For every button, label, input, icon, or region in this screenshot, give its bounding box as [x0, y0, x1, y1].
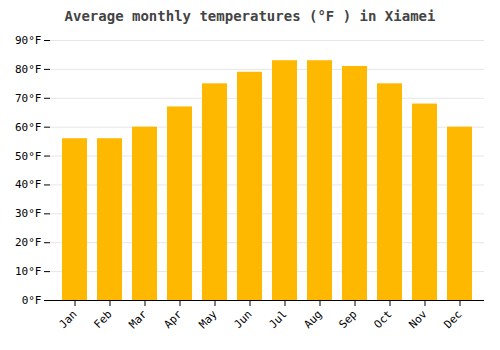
svg-text:40°F: 40°F: [15, 178, 42, 191]
svg-text:May: May: [196, 307, 220, 331]
svg-text:Jun: Jun: [231, 308, 254, 331]
svg-text:Oct: Oct: [371, 308, 394, 331]
svg-text:Feb: Feb: [91, 308, 114, 331]
svg-text:Jan: Jan: [56, 308, 79, 331]
svg-text:Jul: Jul: [266, 308, 289, 331]
svg-text:20°F: 20°F: [15, 236, 42, 249]
svg-text:Nov: Nov: [406, 307, 430, 331]
svg-text:80°F: 80°F: [15, 63, 42, 76]
svg-text:90°F: 90°F: [15, 34, 42, 47]
svg-text:Apr: Apr: [161, 307, 185, 331]
svg-text:70°F: 70°F: [15, 92, 42, 105]
svg-text:0°F: 0°F: [22, 294, 42, 307]
svg-text:Sep: Sep: [336, 308, 359, 331]
svg-text:Aug: Aug: [301, 308, 324, 331]
svg-text:Dec: Dec: [441, 308, 464, 331]
html-text:Average monthly temperatures (: Average monthly temperatures (°F ) in Xi…: [64, 8, 436, 24]
svg-text:30°F: 30°F: [15, 207, 42, 220]
svg-text:Mar: Mar: [126, 307, 150, 331]
svg-text:50°F: 50°F: [15, 150, 42, 163]
svg-text:10°F: 10°F: [15, 265, 42, 278]
svg-text:60°F: 60°F: [15, 121, 42, 134]
